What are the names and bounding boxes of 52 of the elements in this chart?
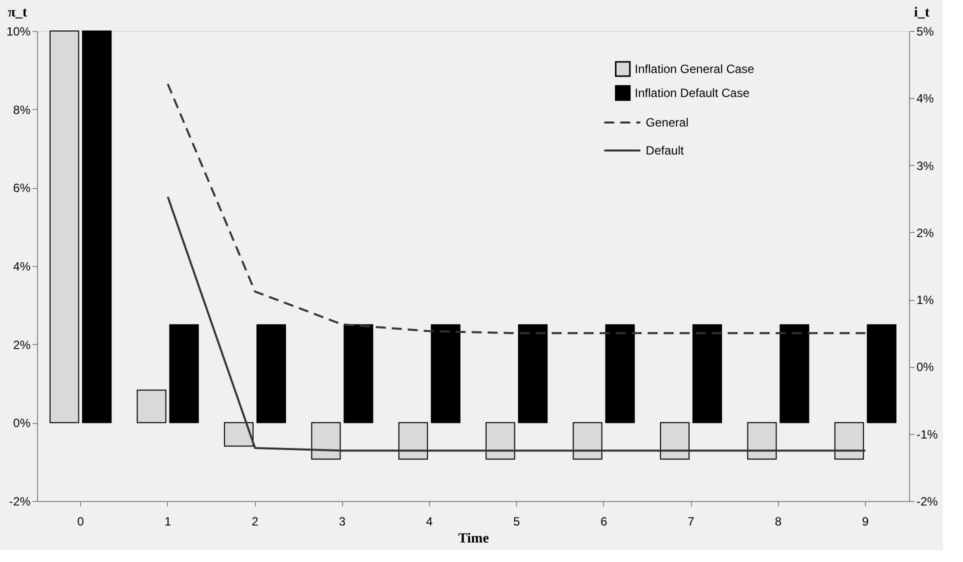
bar (136, 390, 166, 424)
legend-label: Inflation Default Case (634, 86, 750, 100)
x-tick-label: 0 (77, 514, 84, 528)
bar (486, 422, 516, 460)
x-tick-label: 5 (513, 514, 520, 528)
y2-tick-label: -1% (916, 427, 938, 442)
y2-tick-label: 2% (916, 226, 934, 240)
bar (169, 324, 199, 424)
y2-axis-title: i_t (914, 6, 930, 20)
x-tick-label: 9 (862, 514, 870, 528)
y2-tick-label: 3% (916, 158, 934, 173)
x-tick-label: 4 (426, 514, 434, 528)
x-tick-label: 3 (338, 514, 346, 528)
y2-tick-label: 5% (916, 24, 934, 38)
y-tick-label: 0% (13, 416, 31, 430)
y-axis-title: π_t (8, 6, 28, 20)
bar (256, 324, 286, 424)
y2-tick-label: 1% (916, 293, 934, 308)
bar (660, 422, 690, 460)
bar (344, 324, 374, 424)
x-tick-label: 2 (252, 514, 259, 528)
x-tick-label: 1 (164, 514, 172, 528)
x-tick-label: 8 (774, 514, 782, 528)
bar (572, 422, 602, 460)
y-tick-label: 10% (6, 24, 31, 38)
x-tick-label: 7 (688, 514, 695, 528)
y2-tick-label: -2% (916, 494, 938, 508)
bar (692, 324, 722, 424)
bar (780, 324, 810, 424)
bar (518, 324, 548, 424)
line-series (166, 83, 866, 334)
bar (430, 324, 460, 424)
legend-label: Inflation General Case (634, 62, 755, 76)
y-tick-label: -2% (9, 494, 31, 508)
y2-tick-label: 0% (916, 360, 934, 374)
legend-label: General (646, 116, 689, 130)
bar (224, 422, 254, 447)
y2-tick-label: 4% (916, 92, 934, 106)
bar (398, 422, 428, 460)
bar (834, 422, 864, 460)
y-tick-label: 4% (13, 260, 31, 274)
bar (747, 422, 777, 460)
x-axis-title: Time (458, 532, 489, 546)
legend-label: Default (646, 144, 684, 158)
y-tick-label: 2% (13, 338, 31, 352)
bar (82, 30, 112, 424)
bar (311, 422, 341, 460)
bar (605, 324, 635, 424)
y-tick-label: 8% (13, 102, 31, 117)
bar (866, 324, 896, 424)
y-tick-label: 6% (13, 181, 31, 196)
x-tick-label: 6 (600, 514, 608, 528)
